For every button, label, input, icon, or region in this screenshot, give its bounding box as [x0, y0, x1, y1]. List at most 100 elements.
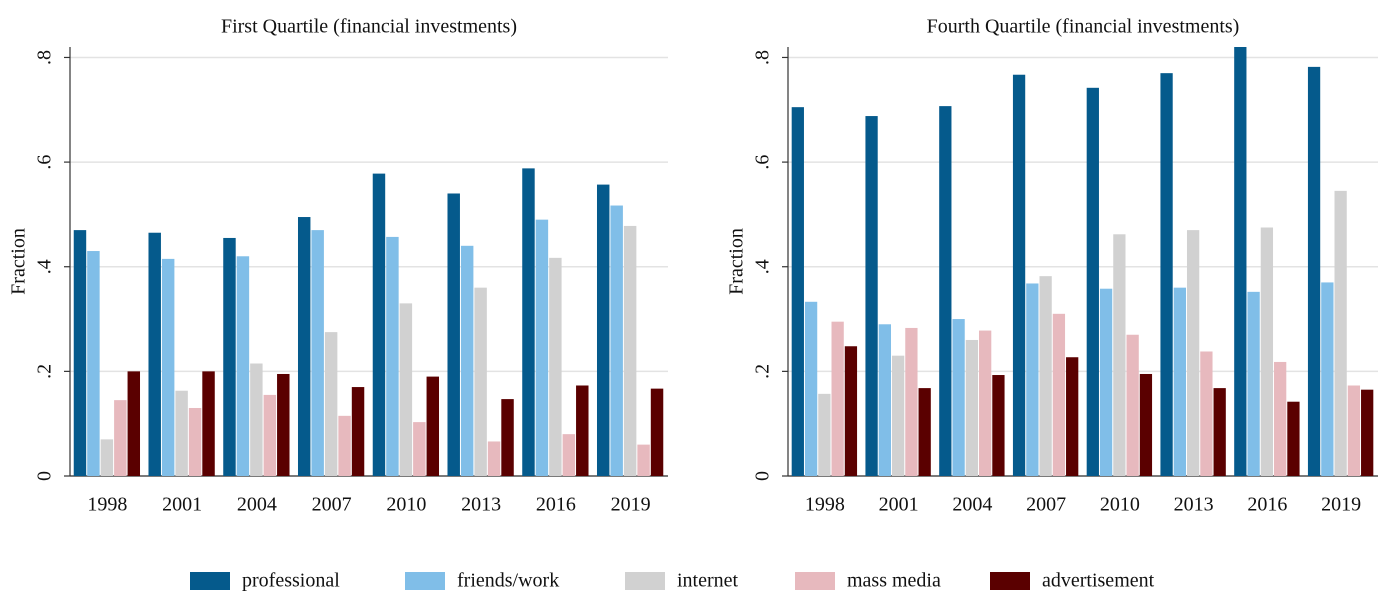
bar	[114, 400, 127, 476]
bar	[891, 355, 905, 476]
y-axis-label: Fraction	[8, 228, 30, 295]
bar	[549, 257, 562, 476]
x-tick-label: 2013	[1174, 494, 1214, 516]
y-tick-label: .4	[34, 259, 56, 274]
bar	[297, 217, 311, 476]
x-tick-label: 2013	[461, 494, 501, 516]
x-tick-label: 2019	[1321, 494, 1361, 516]
bar	[460, 245, 474, 476]
bar	[865, 116, 878, 476]
bar	[1247, 291, 1260, 476]
bar	[338, 415, 351, 476]
bar	[1200, 351, 1213, 476]
chart-title: Fourth Quartile (financial investments)	[927, 16, 1240, 38]
bar	[1361, 389, 1374, 476]
legend-label: advertisement	[1042, 570, 1155, 592]
bar	[1086, 87, 1099, 477]
bar	[311, 230, 324, 476]
y-tick-label: .2	[34, 364, 56, 379]
bar	[1126, 334, 1139, 476]
bar	[1334, 190, 1347, 476]
bar	[474, 287, 487, 476]
bar	[952, 319, 965, 476]
y-tick-label: 0	[34, 471, 56, 481]
bar	[979, 330, 992, 476]
bar	[804, 301, 818, 476]
bar	[637, 444, 650, 476]
bar	[386, 236, 399, 476]
bar	[372, 173, 386, 477]
bar	[1274, 361, 1287, 476]
legend-label: internet	[677, 570, 739, 592]
bar	[1234, 47, 1247, 476]
legend-swatch	[990, 572, 1030, 590]
bar	[623, 225, 637, 476]
bar	[1186, 230, 1200, 476]
bar	[1066, 357, 1079, 476]
bar	[596, 184, 610, 476]
bar	[324, 332, 338, 476]
y-tick-label: .6	[34, 155, 56, 170]
bar	[844, 346, 858, 476]
chart-title: First Quartile (financial investments)	[221, 16, 517, 38]
bar	[1307, 66, 1321, 476]
x-tick-label: 2010	[386, 494, 426, 516]
bar	[148, 232, 161, 476]
bar	[1026, 283, 1039, 476]
x-tick-label: 2004	[952, 494, 992, 516]
bar	[236, 256, 250, 476]
x-tick-label: 2001	[879, 494, 919, 516]
bar	[250, 363, 263, 476]
bar	[426, 376, 440, 476]
bar	[1012, 74, 1026, 476]
legend-label: mass media	[847, 570, 941, 592]
bar	[535, 219, 549, 476]
bar	[127, 371, 141, 476]
bar	[277, 373, 290, 476]
bar	[73, 230, 87, 476]
x-tick-label: 2001	[162, 494, 202, 516]
bar	[100, 439, 114, 476]
bar	[918, 388, 931, 476]
bar	[831, 321, 844, 476]
x-tick-label: 2019	[611, 494, 651, 516]
bar	[399, 303, 413, 476]
bar	[1287, 401, 1300, 476]
y-tick-label: 0	[752, 471, 774, 481]
bar	[939, 106, 952, 477]
bar	[223, 237, 236, 476]
bar	[487, 441, 501, 476]
x-tick-label: 2016	[536, 494, 576, 516]
bar	[1139, 373, 1153, 476]
bar	[413, 422, 426, 476]
bar	[562, 434, 576, 476]
bar	[501, 399, 514, 476]
bar	[650, 388, 664, 476]
bar	[1213, 388, 1226, 476]
legend-label: professional	[242, 570, 340, 592]
legend-swatch	[625, 572, 665, 590]
bar	[1039, 276, 1052, 476]
bar	[1321, 282, 1334, 476]
bar	[610, 205, 623, 476]
y-axis-label: Fraction	[726, 228, 748, 295]
y-tick-label: .4	[752, 259, 774, 274]
bar	[351, 387, 365, 476]
bar	[263, 394, 277, 476]
y-tick-label: .8	[34, 50, 56, 65]
bar	[1113, 234, 1126, 476]
bar	[992, 375, 1005, 476]
bar	[188, 407, 202, 476]
x-tick-label: 2004	[237, 494, 277, 516]
y-tick-label: .2	[752, 364, 774, 379]
bar	[87, 251, 100, 476]
x-tick-label: 1998	[87, 494, 127, 516]
legend-label: friends/work	[457, 570, 559, 592]
bar	[1260, 227, 1274, 476]
bar	[161, 258, 175, 476]
bar	[175, 390, 188, 476]
y-tick-label: .8	[752, 50, 774, 65]
x-tick-label: 2016	[1247, 494, 1287, 516]
bar	[1160, 73, 1173, 476]
